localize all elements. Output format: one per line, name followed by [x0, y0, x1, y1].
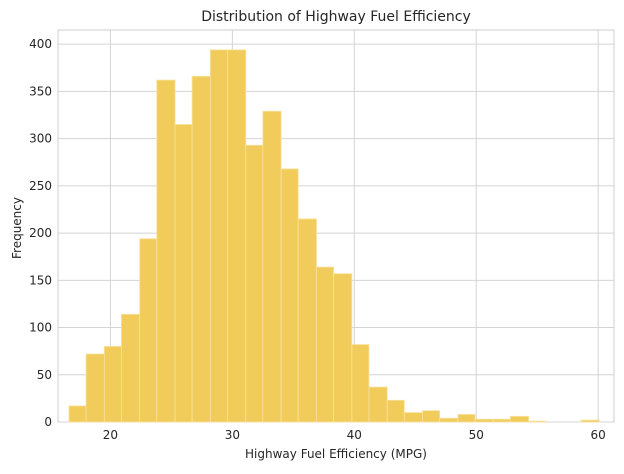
histogram-bar [280, 168, 299, 423]
x-axis-label: Highway Fuel Efficiency (MPG) [245, 447, 427, 461]
y-tick-label: 400 [29, 37, 52, 51]
histogram-bar [368, 386, 388, 423]
histogram-bar [156, 79, 176, 423]
histogram-bar [191, 75, 211, 423]
histogram-bar [422, 410, 441, 423]
histogram-bar [85, 353, 105, 423]
histogram-bar [351, 344, 370, 423]
x-tick-label: 40 [347, 428, 362, 442]
x-tick-label: 60 [591, 428, 606, 442]
histogram-bar [210, 49, 228, 423]
histogram-bar [386, 399, 405, 423]
y-tick-label: 50 [37, 368, 52, 382]
histogram-bar [139, 238, 158, 423]
y-tick-label: 300 [29, 132, 52, 146]
histogram-bar [333, 273, 353, 423]
tick-labels: 20 30 40 50 60 0 50 100 150 200 250 300 350 400 [29, 37, 606, 442]
histogram-bar [103, 346, 122, 423]
histogram-bar [227, 49, 247, 423]
y-tick-label: 200 [29, 226, 52, 240]
histogram-bar [528, 420, 547, 423]
x-tick-label: 50 [469, 428, 484, 442]
chart-title: Distribution of Highway Fuel Efficiency [201, 9, 471, 25]
x-tick-label: 20 [103, 428, 118, 442]
histogram-bar [316, 266, 334, 423]
histogram-bar [474, 418, 494, 423]
y-tick-label: 100 [29, 321, 52, 335]
histogram-bar [174, 124, 193, 423]
y-tick-label: 250 [29, 179, 52, 193]
y-axis-label: Frequency [10, 197, 24, 259]
histogram-bar [297, 218, 317, 423]
histogram-bar [121, 313, 141, 423]
y-tick-label: 150 [29, 273, 52, 287]
histogram-bar [403, 412, 423, 423]
x-tick-label: 30 [225, 428, 240, 442]
histogram-bars [68, 49, 600, 423]
y-tick-label: 0 [44, 415, 52, 429]
histogram-bar [68, 405, 87, 423]
histogram-bar [509, 415, 530, 423]
histogram-bar [262, 110, 282, 423]
histogram-bar [492, 418, 511, 423]
histogram-bar [457, 414, 476, 423]
histogram-bar [439, 417, 459, 423]
y-tick-label: 350 [29, 84, 52, 98]
histogram-bar [580, 419, 600, 423]
histogram-bar [245, 144, 264, 423]
